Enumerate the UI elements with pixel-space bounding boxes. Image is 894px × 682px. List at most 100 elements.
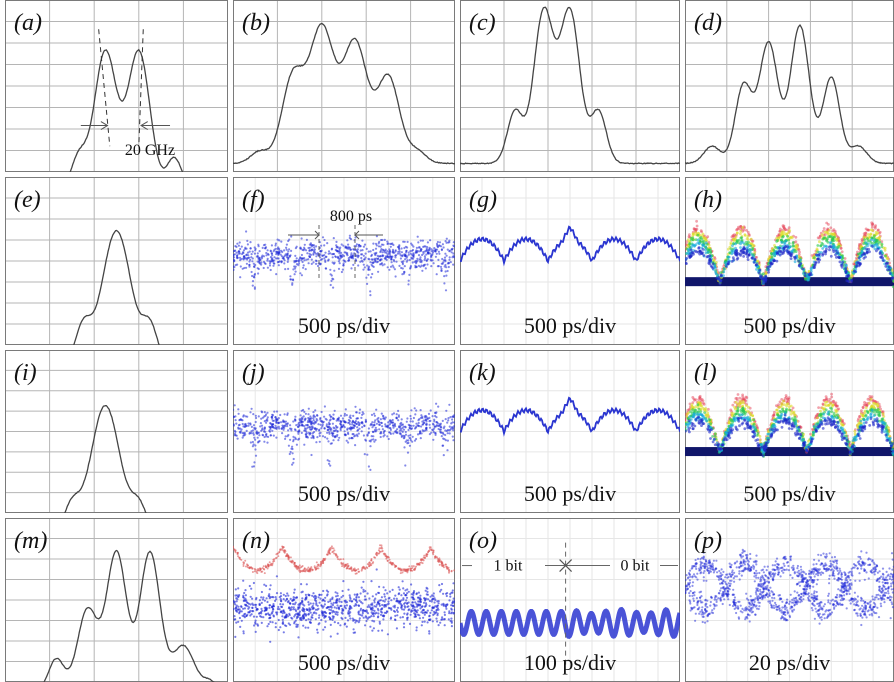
dot [371, 421, 373, 423]
dot [881, 243, 884, 246]
dot [698, 246, 701, 249]
dot [274, 244, 276, 246]
dot [301, 421, 303, 423]
dot [316, 415, 318, 417]
panel-canvas: (c) [460, 0, 680, 172]
dot [785, 421, 788, 424]
dot [381, 255, 383, 257]
dot [439, 241, 441, 243]
dot [853, 430, 856, 433]
dot [702, 248, 705, 251]
dot [248, 260, 250, 262]
dot [298, 258, 300, 260]
dot [426, 418, 428, 420]
dot [248, 433, 250, 435]
dot [301, 432, 303, 434]
dot [424, 257, 426, 259]
dot [271, 430, 273, 432]
dot [294, 416, 296, 418]
dot [823, 237, 826, 240]
dot [263, 441, 265, 443]
dot [361, 426, 363, 428]
dot [411, 250, 413, 252]
dot [259, 425, 261, 427]
spectrum-trace [5, 231, 228, 346]
dot [878, 236, 881, 239]
dot [697, 398, 700, 401]
dot [446, 255, 448, 257]
dot [340, 429, 342, 431]
dot [345, 246, 347, 248]
dot [438, 253, 440, 255]
dot [270, 250, 272, 252]
dot [691, 396, 694, 399]
dot [256, 432, 258, 434]
dot [257, 256, 259, 258]
dot [368, 431, 370, 433]
dot [258, 268, 260, 270]
dot [840, 435, 843, 438]
dot [305, 413, 307, 415]
dot [438, 251, 440, 253]
dot [425, 267, 427, 269]
dot [872, 422, 875, 425]
dot [821, 233, 824, 236]
dot [732, 424, 735, 427]
dot [379, 251, 381, 253]
dot [738, 424, 741, 427]
dot [264, 411, 266, 413]
dot [449, 426, 451, 428]
dot [733, 406, 736, 409]
dot [263, 267, 265, 269]
dot [416, 258, 418, 260]
dot [233, 409, 234, 411]
dot [734, 417, 737, 420]
dot [445, 275, 447, 277]
dot [409, 434, 411, 436]
dot [358, 412, 360, 414]
dot [291, 446, 293, 448]
dot [287, 268, 289, 270]
dot [254, 428, 256, 430]
dot [838, 256, 841, 259]
dot [316, 419, 318, 421]
dot [707, 251, 710, 254]
dot [422, 240, 424, 242]
dot [302, 424, 304, 426]
dot [310, 454, 312, 456]
dot [348, 246, 350, 248]
dot [399, 426, 401, 428]
dot [392, 427, 394, 429]
dot [412, 261, 414, 263]
dot [398, 265, 400, 267]
dot [878, 411, 881, 414]
dot [253, 437, 255, 439]
dot [340, 423, 342, 425]
dot [363, 264, 365, 266]
dot [784, 419, 787, 422]
panel-canvas: (l)500 ps/div [685, 350, 894, 513]
dot [247, 243, 249, 245]
dot [435, 403, 437, 405]
dot [845, 443, 848, 446]
dot [332, 256, 334, 258]
dot [286, 425, 288, 427]
dot [737, 406, 740, 409]
dot [429, 253, 431, 255]
dot [234, 245, 236, 247]
dot [437, 406, 439, 408]
dot [291, 464, 293, 466]
dot [371, 258, 373, 260]
dot [270, 256, 272, 258]
dot [266, 412, 268, 414]
dot [384, 250, 386, 252]
dot [389, 420, 391, 422]
dot [844, 267, 847, 270]
dot [380, 418, 382, 420]
dot [695, 220, 698, 223]
dot [752, 436, 755, 439]
dot [257, 272, 259, 274]
dot [395, 261, 397, 263]
dot [875, 243, 878, 246]
dot [696, 241, 699, 244]
